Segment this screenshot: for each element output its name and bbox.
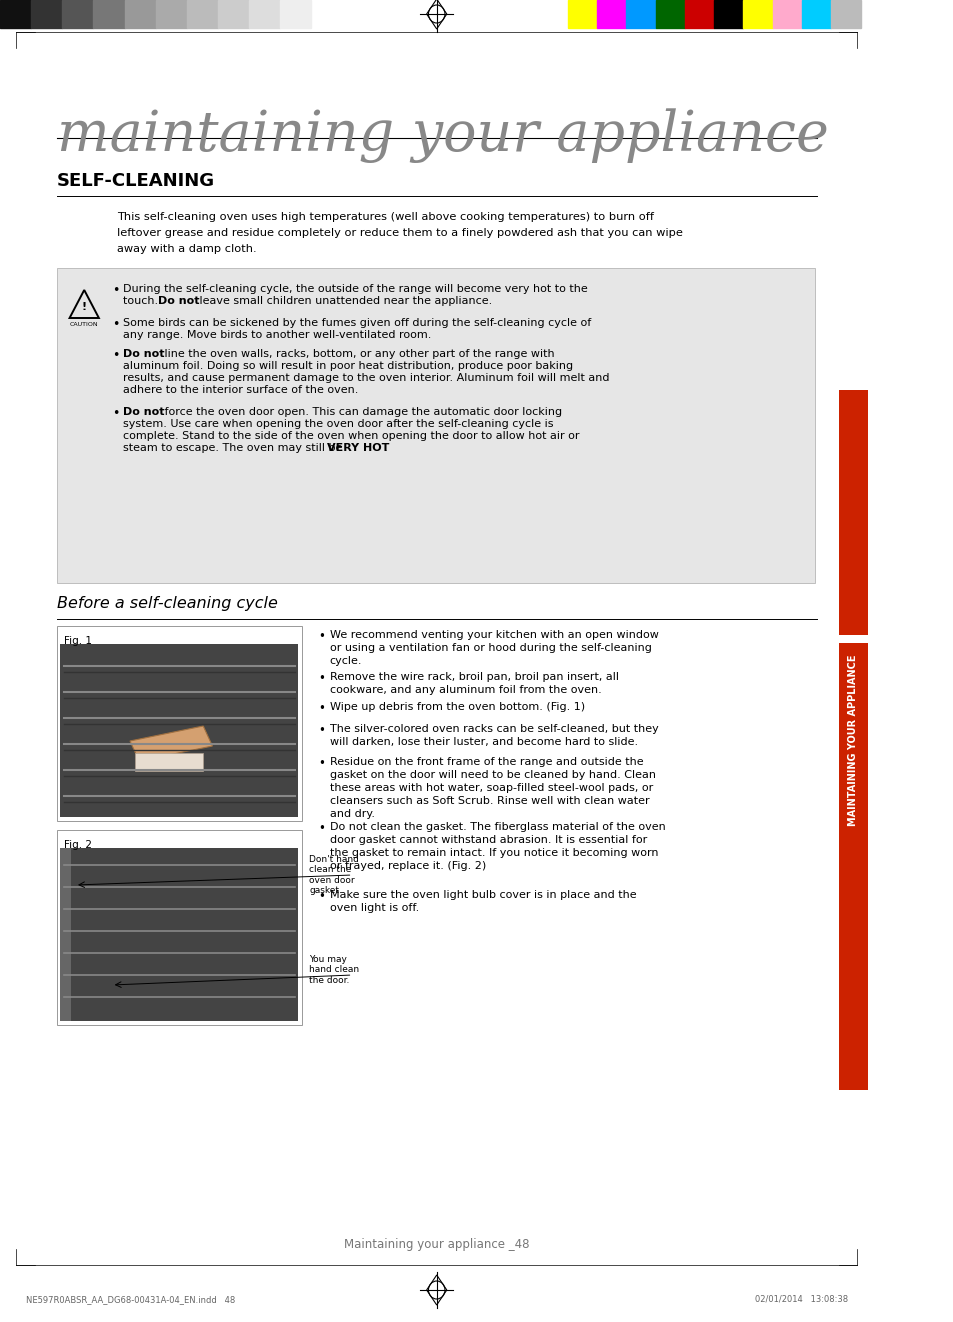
Bar bbox=[57, 627, 302, 821]
Text: cycle.: cycle. bbox=[329, 656, 362, 666]
Bar bbox=[62, 0, 93, 28]
Text: adhere to the interior surface of the oven.: adhere to the interior surface of the ov… bbox=[123, 385, 357, 395]
Bar bbox=[60, 847, 71, 1021]
Text: Don't hand
clean the
oven door
gasket.: Don't hand clean the oven door gasket. bbox=[309, 855, 359, 895]
Bar bbox=[57, 830, 302, 1025]
Text: away with a damp cloth.: away with a damp cloth. bbox=[117, 245, 256, 254]
Bar bbox=[714, 0, 742, 28]
Bar bbox=[187, 0, 217, 28]
Text: door gasket cannot withstand abrasion. It is essential for: door gasket cannot withstand abrasion. I… bbox=[329, 836, 646, 845]
Text: You may
hand clean
the door.: You may hand clean the door. bbox=[309, 954, 359, 985]
Bar bbox=[280, 0, 311, 28]
Text: cookware, and any aluminum foil from the oven.: cookware, and any aluminum foil from the… bbox=[329, 685, 600, 695]
Text: NE597R0ABSR_AA_DG68-00431A-04_EN.indd   48: NE597R0ABSR_AA_DG68-00431A-04_EN.indd 48 bbox=[26, 1296, 234, 1303]
Bar bbox=[57, 268, 814, 583]
Text: any range. Move birds to another well-ventilated room.: any range. Move birds to another well-ve… bbox=[123, 330, 431, 340]
Text: 02/01/2014   13:08:38: 02/01/2014 13:08:38 bbox=[754, 1296, 847, 1303]
Text: Wipe up debris from the oven bottom. (Fig. 1): Wipe up debris from the oven bottom. (Fi… bbox=[329, 702, 584, 713]
Text: VERY HOT: VERY HOT bbox=[326, 443, 389, 453]
Text: oven light is off.: oven light is off. bbox=[329, 903, 418, 914]
Text: or using a ventilation fan or hood during the self-cleaning: or using a ventilation fan or hood durin… bbox=[329, 642, 651, 653]
Polygon shape bbox=[130, 726, 213, 761]
Bar bbox=[772, 0, 801, 28]
Bar bbox=[597, 0, 625, 28]
Text: This self-cleaning oven uses high temperatures (well above cooking temperatures): This self-cleaning oven uses high temper… bbox=[117, 212, 654, 222]
Text: Do not clean the gasket. The fiberglass material of the oven: Do not clean the gasket. The fiberglass … bbox=[329, 822, 664, 832]
Text: the gasket to remain intact. If you notice it becoming worn: the gasket to remain intact. If you noti… bbox=[329, 847, 658, 858]
Bar bbox=[836, 635, 869, 642]
Text: !: ! bbox=[82, 301, 87, 312]
Text: leave small children unattended near the appliance.: leave small children unattended near the… bbox=[195, 296, 492, 305]
Text: •: • bbox=[318, 672, 325, 685]
Text: •: • bbox=[318, 822, 325, 836]
Bar bbox=[60, 847, 298, 1021]
Text: Do not: Do not bbox=[158, 296, 199, 305]
Text: Residue on the front frame of the range and outside the: Residue on the front frame of the range … bbox=[329, 758, 642, 767]
Bar bbox=[838, 390, 867, 1091]
Text: aluminum foil. Doing so will result in poor heat distribution, produce poor baki: aluminum foil. Doing so will result in p… bbox=[123, 361, 572, 371]
Text: MAINTAINING YOUR APPLIANCE: MAINTAINING YOUR APPLIANCE bbox=[847, 654, 858, 826]
Text: •: • bbox=[112, 407, 119, 420]
Text: will darken, lose their luster, and become hard to slide.: will darken, lose their luster, and beco… bbox=[329, 736, 637, 747]
Text: force the oven door open. This can damage the automatic door locking: force the oven door open. This can damag… bbox=[160, 407, 561, 416]
Text: or frayed, replace it. (Fig. 2): or frayed, replace it. (Fig. 2) bbox=[329, 861, 485, 871]
Text: •: • bbox=[318, 702, 325, 715]
Text: Do not: Do not bbox=[123, 407, 164, 416]
Bar bbox=[93, 0, 125, 28]
Bar bbox=[801, 0, 830, 28]
Text: maintaining your appliance: maintaining your appliance bbox=[57, 108, 828, 163]
Bar bbox=[134, 754, 203, 771]
Text: system. Use care when opening the oven door after the self-cleaning cycle is: system. Use care when opening the oven d… bbox=[123, 419, 553, 430]
Text: CAUTION: CAUTION bbox=[70, 323, 98, 327]
Text: and dry.: and dry. bbox=[329, 809, 375, 820]
Bar bbox=[60, 644, 298, 817]
Text: Some birds can be sickened by the fumes given off during the self-cleaning cycle: Some birds can be sickened by the fumes … bbox=[123, 319, 590, 328]
Text: Do not: Do not bbox=[123, 349, 164, 360]
Bar bbox=[217, 0, 249, 28]
Bar bbox=[655, 0, 684, 28]
Text: Before a self-cleaning cycle: Before a self-cleaning cycle bbox=[57, 596, 277, 611]
Text: gasket on the door will need to be cleaned by hand. Clean: gasket on the door will need to be clean… bbox=[329, 769, 655, 780]
Text: Make sure the oven light bulb cover is in place and the: Make sure the oven light bulb cover is i… bbox=[329, 890, 636, 900]
Bar bbox=[625, 0, 655, 28]
Bar bbox=[742, 0, 772, 28]
Text: •: • bbox=[112, 284, 119, 297]
Text: •: • bbox=[318, 724, 325, 736]
Text: .: . bbox=[383, 443, 387, 453]
Text: Fig. 1: Fig. 1 bbox=[64, 636, 92, 646]
Text: •: • bbox=[318, 758, 325, 769]
Text: SELF-CLEANING: SELF-CLEANING bbox=[57, 172, 214, 190]
Bar bbox=[830, 0, 860, 28]
Text: touch.: touch. bbox=[123, 296, 161, 305]
Text: •: • bbox=[318, 890, 325, 903]
Text: •: • bbox=[318, 631, 325, 642]
Text: line the oven walls, racks, bottom, or any other part of the range with: line the oven walls, racks, bottom, or a… bbox=[160, 349, 554, 360]
Text: these areas with hot water, soap-filled steel-wool pads, or: these areas with hot water, soap-filled … bbox=[329, 783, 652, 793]
Text: •: • bbox=[112, 319, 119, 330]
Text: Remove the wire rack, broil pan, broil pan insert, all: Remove the wire rack, broil pan, broil p… bbox=[329, 672, 618, 682]
Text: Maintaining your appliance _48: Maintaining your appliance _48 bbox=[344, 1237, 529, 1251]
Text: cleansers such as Soft Scrub. Rinse well with clean water: cleansers such as Soft Scrub. Rinse well… bbox=[329, 796, 649, 806]
Bar bbox=[155, 0, 187, 28]
Text: leftover grease and residue completely or reduce them to a finely powdered ash t: leftover grease and residue completely o… bbox=[117, 227, 682, 238]
Bar bbox=[125, 0, 155, 28]
Bar bbox=[249, 0, 280, 28]
Bar bbox=[0, 0, 31, 28]
Text: results, and cause permanent damage to the oven interior. Aluminum foil will mel: results, and cause permanent damage to t… bbox=[123, 373, 609, 383]
Text: complete. Stand to the side of the oven when opening the door to allow hot air o: complete. Stand to the side of the oven … bbox=[123, 431, 578, 442]
Text: We recommend venting your kitchen with an open window: We recommend venting your kitchen with a… bbox=[329, 631, 658, 640]
Bar bbox=[31, 0, 62, 28]
Text: steam to escape. The oven may still be: steam to escape. The oven may still be bbox=[123, 443, 345, 453]
Bar bbox=[567, 0, 597, 28]
Bar bbox=[684, 0, 714, 28]
Text: The silver-colored oven racks can be self-cleaned, but they: The silver-colored oven racks can be sel… bbox=[329, 724, 658, 734]
Text: •: • bbox=[112, 349, 119, 362]
Text: During the self-cleaning cycle, the outside of the range will become very hot to: During the self-cleaning cycle, the outs… bbox=[123, 284, 587, 293]
Text: Fig. 2: Fig. 2 bbox=[64, 839, 92, 850]
